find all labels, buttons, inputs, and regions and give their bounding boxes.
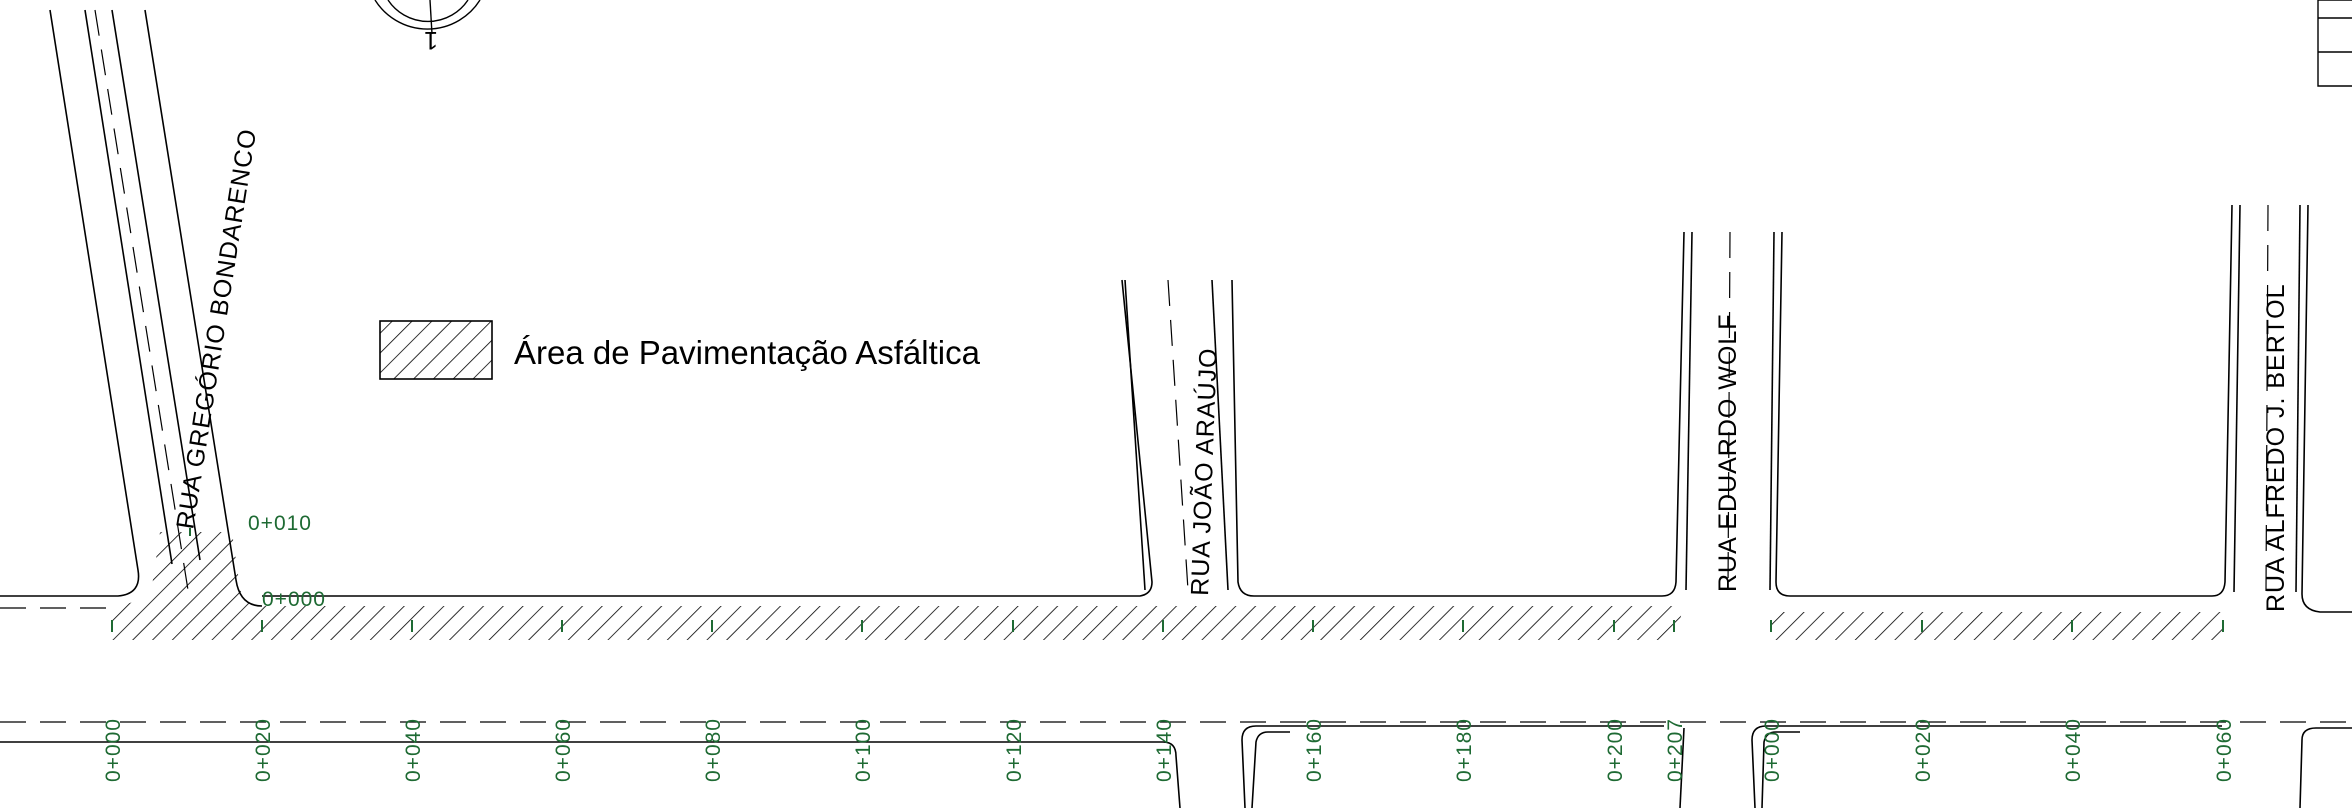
side-station-0-010: 0+010 [248, 512, 312, 535]
side-station-0-000: 0+000 [262, 588, 326, 611]
station-label: 0+140 [1153, 718, 1176, 782]
station-label: 0+000 [1761, 718, 1784, 782]
station-label: 0+040 [2062, 718, 2085, 782]
station-label: 0+200 [1604, 718, 1627, 782]
street-gregorio-bondarenco [0, 9, 263, 609]
station-label: 0+080 [702, 718, 725, 782]
station-label: 0+120 [1003, 718, 1026, 782]
street-label-gregorio-bondarenco: RUA GREGÓRIO BONDARENCO [170, 126, 262, 531]
station-label: 0+100 [852, 718, 875, 782]
street-label-joao-araujo: RUA JOÃO ARAÚJO [1185, 347, 1223, 596]
station-marks: 0+000 0+020 0+040 0+060 0+080 0+100 0+120 0+140… [102, 620, 2236, 782]
station-label: 0+180 [1453, 718, 1476, 782]
legend: Área de Pavimentação Asfáltica [379, 320, 981, 380]
paving-area-main [112, 532, 1683, 640]
top-circle-fragment [374, 0, 481, 30]
street-eduardo-wolf [1685, 231, 1775, 591]
street-label-alfredo-bertol: RUA ALFREDO J. BERTOL [2262, 283, 2290, 612]
circle-fragment-label: 1 [423, 26, 438, 54]
station-label: 0+020 [1912, 718, 1935, 782]
station-label: 0+160 [1303, 718, 1326, 782]
legend-hatch-swatch [379, 320, 493, 380]
top-circle-fragment-inner [387, 0, 469, 23]
street-label-eduardo-wolf: RUA EDUARDO WOLF [1714, 313, 1742, 592]
station-label: 0+020 [252, 718, 275, 782]
station-label: 0+060 [552, 718, 575, 782]
title-block-fragment [2317, 0, 2352, 87]
station-label: 0+040 [402, 718, 425, 782]
station-label: 0+207 [1664, 718, 1687, 782]
street-main-avenue [0, 204, 2352, 808]
legend-label: Área de Pavimentação Asfáltica [514, 334, 981, 371]
paving-area-east [1770, 612, 2224, 640]
station-label: 0+060 [2213, 718, 2236, 782]
station-label: 0+000 [102, 718, 125, 782]
street-alfredo-bertol [2233, 204, 2301, 593]
street-joao-araujo [1124, 279, 1229, 591]
